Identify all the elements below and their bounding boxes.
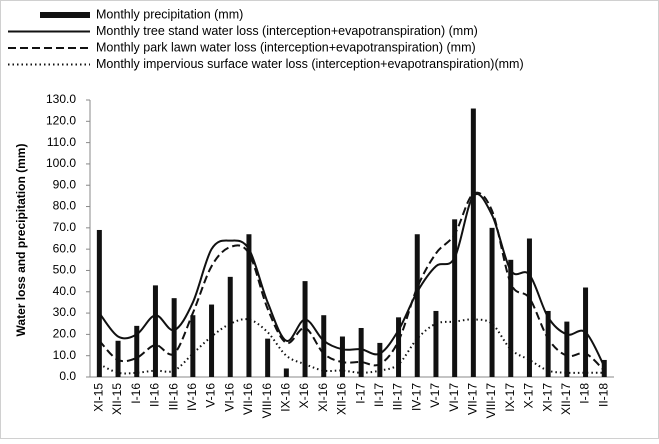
bar	[152, 285, 158, 377]
bar	[96, 229, 102, 377]
x-tick-label: II-18	[596, 383, 610, 407]
y-tick-label: 120.0	[46, 113, 76, 127]
bar	[433, 310, 439, 377]
x-tick-label: V-17	[428, 383, 442, 408]
x-tick-label: XI-17	[540, 383, 554, 412]
x-tick-label: I-16	[129, 383, 143, 404]
bar	[171, 298, 177, 377]
bar	[283, 368, 289, 377]
line	[98, 318, 605, 375]
bar	[526, 238, 532, 377]
bar	[545, 310, 551, 377]
x-tick-label: VIII-17	[484, 383, 498, 419]
x-tick-label: III-17	[391, 383, 405, 411]
x-tick-label: IX-17	[503, 383, 517, 412]
bar	[358, 327, 364, 377]
x-tick-label: XII-16	[335, 383, 349, 415]
y-tick-label: 70.0	[53, 220, 77, 234]
x-tick-label: XII-15	[110, 383, 124, 415]
x-tick-label: I-18	[578, 383, 592, 404]
y-tick-label: 60.0	[53, 241, 77, 255]
bar	[564, 321, 570, 377]
bar	[190, 315, 196, 377]
x-tick-label: VI-17	[447, 383, 461, 412]
y-tick-label: 50.0	[53, 263, 77, 277]
bar	[246, 234, 252, 377]
bar	[227, 276, 233, 377]
x-tick-label: III-16	[166, 383, 180, 411]
x-tick-label: IV-16	[185, 383, 199, 411]
bar	[601, 359, 607, 377]
x-tick-label: VII-17	[466, 383, 480, 415]
bar	[134, 325, 140, 377]
bar	[452, 219, 458, 377]
x-tick-label: VII-16	[241, 383, 255, 415]
bar	[470, 108, 476, 378]
bar	[414, 234, 420, 377]
y-tick-label: 90.0	[53, 177, 77, 191]
y-tick-label: 10.0	[53, 348, 77, 362]
y-tick-label: 30.0	[53, 305, 77, 319]
legend-swatch	[40, 12, 90, 18]
bar	[377, 342, 383, 377]
x-tick-label: XI-16	[316, 383, 330, 412]
legend-label: Monthly tree stand water loss (intercept…	[96, 24, 478, 38]
bar	[321, 315, 327, 377]
y-tick-label: 110.0	[47, 135, 76, 149]
x-tick-label: IV-17	[409, 383, 423, 411]
y-tick-label: 40.0	[53, 284, 77, 298]
legend-label: Monthly precipitation (mm)	[96, 7, 243, 21]
bar	[265, 338, 271, 377]
y-tick-label: 100.0	[46, 156, 76, 170]
x-tick-label: XI-15	[92, 383, 106, 412]
y-tick-label: 130.0	[46, 92, 76, 106]
y-axis-label: Water loss and precipitation (mm)	[14, 144, 28, 337]
x-tick-label: II-16	[148, 383, 162, 407]
bar	[209, 304, 215, 377]
bar	[302, 281, 308, 377]
bar	[339, 336, 345, 377]
x-tick-label: I-17	[353, 383, 367, 404]
x-tick-label: VIII-16	[260, 383, 274, 419]
bar	[396, 317, 402, 377]
bar	[489, 227, 495, 377]
line	[98, 193, 606, 367]
x-tick-label: X-17	[522, 383, 536, 409]
x-tick-label: V-16	[204, 383, 218, 408]
legend-label: Monthly park lawn water loss (intercepti…	[96, 40, 476, 54]
x-tick-label: II-17	[372, 383, 386, 407]
x-tick-label: IX-16	[279, 383, 293, 412]
x-tick-label: X-16	[297, 383, 311, 409]
line	[98, 191, 605, 372]
x-tick-label: VI-16	[222, 383, 236, 412]
y-tick-label: 80.0	[53, 199, 77, 213]
y-tick-label: 20.0	[53, 327, 77, 341]
legend-label: Monthly impervious surface water loss (i…	[96, 57, 524, 71]
x-tick-label: XII-17	[559, 383, 573, 415]
y-tick-label: 0.0	[59, 369, 76, 383]
bar	[508, 259, 514, 377]
